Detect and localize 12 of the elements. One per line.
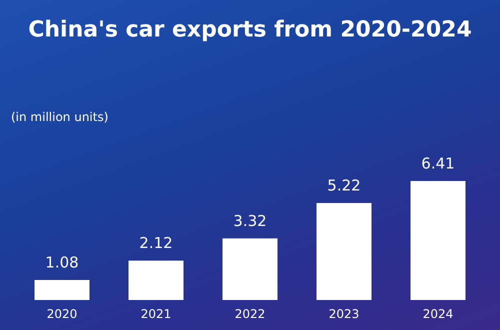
data-label: 2.12 (139, 234, 173, 252)
x-tick-label: 2024 (422, 307, 454, 321)
data-label: 1.08 (45, 253, 79, 272)
data-label: 3.32 (233, 212, 267, 230)
x-tick-label: 2020 (46, 307, 78, 321)
x-tick-label: 2022 (234, 307, 266, 321)
chart-title: China's car exports from 2020-2024 (28, 18, 472, 42)
data-label: 5.22 (327, 176, 361, 195)
data-label: 6.41 (421, 154, 455, 172)
x-tick-label: 2023 (328, 307, 360, 321)
chart-subtitle: (in million units) (11, 110, 108, 124)
x-tick-label: 2021 (140, 307, 172, 321)
